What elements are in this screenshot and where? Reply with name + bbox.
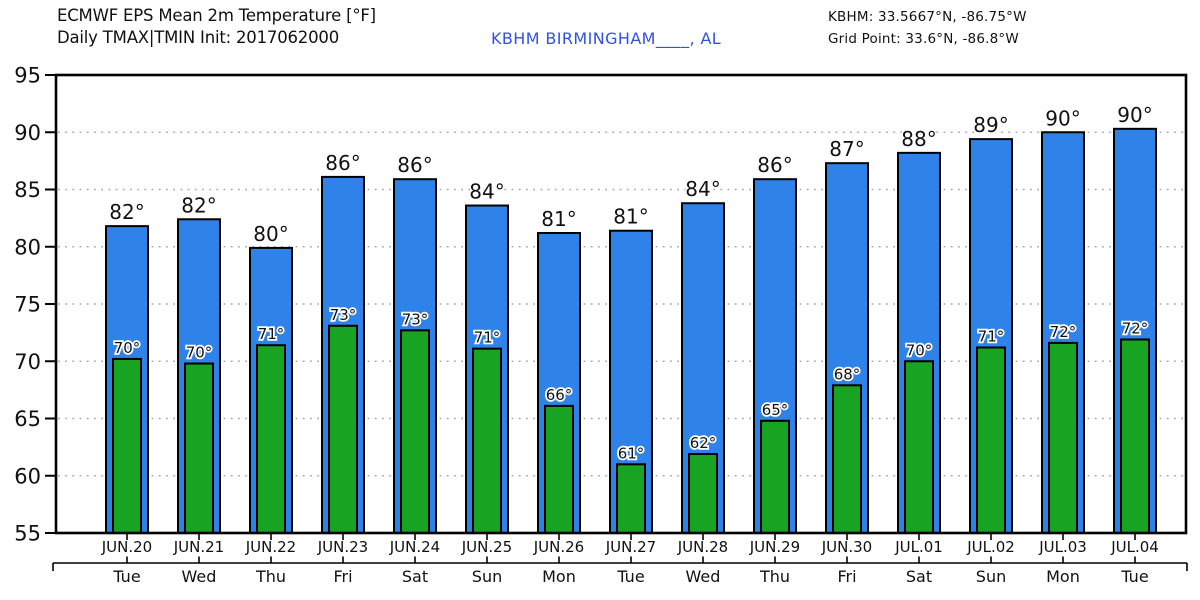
tmax-value-label: 86° <box>397 153 432 177</box>
tmin-value-label: 62° <box>690 434 717 452</box>
tmin-bar <box>760 419 790 535</box>
day-label: Sun <box>976 567 1006 586</box>
day-label: Fri <box>333 567 352 586</box>
tmin-value-label: 73° <box>402 310 429 328</box>
tmin-bar <box>1048 341 1078 534</box>
tmin-bar <box>1120 338 1150 534</box>
tmin-bar <box>616 463 646 534</box>
y-axis-tick-label: 65 <box>14 407 41 431</box>
tmax-value-label: 90° <box>1117 103 1152 127</box>
day-label: Sun <box>472 567 502 586</box>
chart-title: ECMWF EPS Mean 2m Temperature [°F] <box>57 6 376 25</box>
tmin-bar <box>544 404 574 534</box>
day-label: Thu <box>255 567 286 586</box>
tmax-value-label: 89° <box>973 113 1008 137</box>
tmax-value-label: 82° <box>109 200 144 224</box>
tmin-value-label: 66° <box>546 386 573 404</box>
tmin-bar <box>688 452 718 534</box>
day-label: Tue <box>112 567 140 586</box>
y-axis-tick-label: 95 <box>14 64 41 88</box>
tmin-bar <box>976 346 1006 535</box>
tmax-value-label: 81° <box>613 205 648 229</box>
day-label: Mon <box>542 567 576 586</box>
date-label: JUL.03 <box>1038 538 1087 556</box>
date-label: JUN.24 <box>389 538 440 556</box>
date-label: JUN.23 <box>317 538 368 556</box>
date-label: JUN.29 <box>749 538 800 556</box>
y-axis-tick-label: 60 <box>14 464 41 488</box>
day-label: Fri <box>837 567 856 586</box>
tmin-bar <box>112 357 142 534</box>
station-coords: KBHM: 33.5667°N, -86.75°W <box>828 9 1027 25</box>
date-label: JUL.02 <box>966 538 1015 556</box>
day-label: Sat <box>906 567 932 586</box>
tmin-value-label: 72° <box>1050 323 1077 341</box>
tmin-bar <box>904 360 934 534</box>
tmin-bar <box>184 362 214 535</box>
date-label: JUN.20 <box>101 538 152 556</box>
grid-point-coords: Grid Point: 33.6°N, -86.8°W <box>828 31 1019 47</box>
day-label: Sat <box>402 567 428 586</box>
date-label: JUN.21 <box>173 538 224 556</box>
date-label: JUL.04 <box>1110 538 1159 556</box>
date-label: JUN.22 <box>245 538 296 556</box>
tmin-value-label: 68° <box>834 365 861 383</box>
date-label: JUL.01 <box>894 538 943 556</box>
tmin-bar <box>832 384 862 535</box>
date-label: JUN.27 <box>605 538 656 556</box>
tmin-bar <box>472 347 502 534</box>
tmax-value-label: 86° <box>757 153 792 177</box>
y-axis-tick-label: 55 <box>14 522 41 546</box>
tmax-value-label: 86° <box>325 151 360 175</box>
tmin-bar <box>328 324 358 534</box>
tmax-value-label: 87° <box>829 137 864 161</box>
station-name: KBHM BIRMINGHAM____, AL <box>491 29 722 48</box>
day-label: Mon <box>1046 567 1080 586</box>
tmin-value-label: 70° <box>114 339 141 357</box>
tmin-value-label: 72° <box>1122 319 1149 337</box>
day-label: Tue <box>616 567 644 586</box>
day-label: Wed <box>182 567 217 586</box>
tmin-value-label: 61° <box>618 444 645 462</box>
tmin-value-label: 73° <box>330 306 357 324</box>
date-label: JUN.26 <box>533 538 584 556</box>
y-axis-tick-label: 85 <box>14 178 41 202</box>
y-axis-tick-label: 75 <box>14 293 41 317</box>
chart-header: ECMWF EPS Mean 2m Temperature [°F] Daily… <box>57 5 376 49</box>
tmin-value-label: 70° <box>186 344 213 362</box>
tmin-value-label: 70° <box>906 341 933 359</box>
tmin-bar <box>400 329 430 534</box>
date-label: JUN.30 <box>821 538 872 556</box>
day-label: Wed <box>686 567 721 586</box>
tmin-value-label: 71° <box>258 325 285 343</box>
y-axis-tick-label: 90 <box>14 121 41 145</box>
tmin-value-label: 65° <box>762 401 789 419</box>
date-label: JUN.25 <box>461 538 512 556</box>
tmax-value-label: 84° <box>685 177 720 201</box>
tmin-bar <box>256 344 286 534</box>
tmax-value-label: 81° <box>541 207 576 231</box>
tmax-value-label: 88° <box>901 127 936 151</box>
tmax-value-label: 80° <box>253 222 288 246</box>
tmin-value-label: 71° <box>978 328 1005 346</box>
day-label: Tue <box>1120 567 1148 586</box>
y-axis-tick-label: 80 <box>14 235 41 259</box>
date-label: JUN.28 <box>677 538 728 556</box>
tmin-value-label: 71° <box>474 329 501 347</box>
tmax-value-label: 90° <box>1045 106 1080 130</box>
plot-border <box>54 73 1188 535</box>
tmax-value-label: 84° <box>469 180 504 204</box>
chart-subtitle: Daily TMAX|TMIN Init: 2017062000 <box>57 28 339 47</box>
coords-header: KBHM: 33.5667°N, -86.75°W Grid Point: 33… <box>828 6 1027 50</box>
tmax-value-label: 82° <box>181 193 216 217</box>
day-label: Thu <box>759 567 790 586</box>
y-axis-tick-label: 70 <box>14 350 41 374</box>
